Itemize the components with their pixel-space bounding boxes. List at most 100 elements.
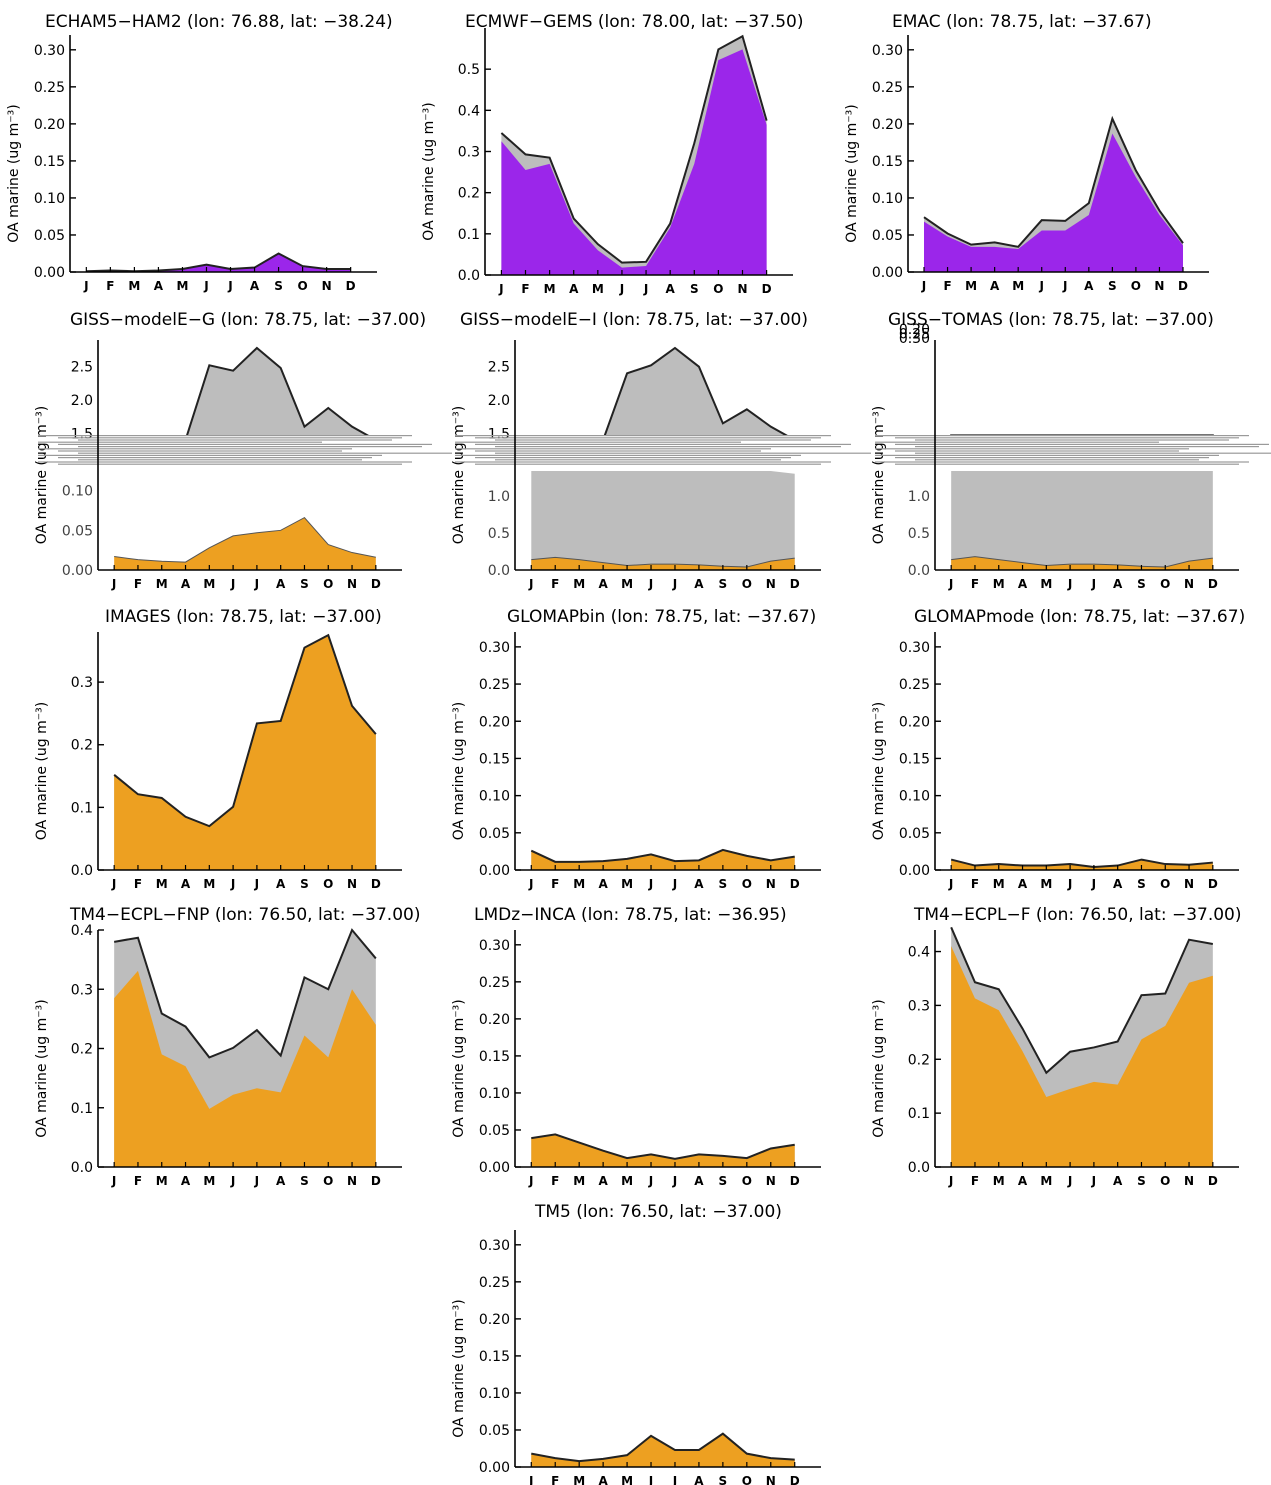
chart-title: GISS−modelE−G (lon: 78.75, lat: −37.00) — [70, 310, 426, 330]
x-tick-label: J — [643, 282, 648, 296]
y-tick-label: 0.30 — [479, 1238, 510, 1254]
total-outline — [950, 858, 1213, 869]
y-tick-label: 0.15 — [479, 1049, 510, 1065]
y-tick-label: 0.0 — [71, 1160, 93, 1176]
x-tick-label: J — [1067, 1174, 1072, 1188]
x-tick-label: A — [276, 877, 286, 891]
x-tick-label: J — [648, 577, 653, 591]
y-tick-label: 0.00 — [34, 265, 65, 281]
x-tick-label: N — [766, 877, 776, 891]
total-outline — [113, 633, 377, 828]
x-tick-label: A — [250, 279, 260, 293]
x-tick-label: J — [528, 877, 533, 891]
y-tick-label: 0.30 — [899, 640, 930, 656]
x-tick-label: F — [971, 1174, 979, 1188]
y-tick-label: 0.20 — [479, 714, 510, 730]
render-artifact — [78, 459, 362, 461]
render-artifact — [475, 437, 821, 439]
x-tick-label: O — [323, 1174, 333, 1188]
y-tick-label: 0.5 — [488, 526, 510, 542]
total-outline — [500, 34, 768, 264]
x-tick-label: J — [203, 279, 208, 293]
x-tick-label: A — [181, 1174, 191, 1188]
render-artifact — [455, 435, 831, 437]
x-tick-label: N — [347, 877, 357, 891]
x-tick-label: N — [766, 1174, 776, 1188]
x-tick-label: A — [1018, 877, 1028, 891]
x-tick-label: F — [106, 279, 114, 293]
y-tick-label: 0.00 — [899, 863, 930, 879]
y-tick-label: 0.05 — [34, 228, 65, 244]
y-tick-label: 2.5 — [71, 360, 93, 376]
x-tick-label: J — [672, 877, 677, 891]
render-artifact — [895, 457, 1209, 459]
x-tick-label: J — [948, 577, 953, 591]
render-artifact — [495, 452, 871, 454]
render-artifact — [495, 446, 841, 448]
x-tick-label: J — [672, 1474, 677, 1485]
render-artifact — [58, 437, 402, 439]
render-artifact — [58, 457, 372, 459]
total-outline — [950, 926, 1214, 1075]
x-tick-label: J — [254, 1174, 259, 1188]
render-artifact — [915, 452, 1271, 454]
y-tick-label: 0.0 — [458, 268, 480, 284]
render-artifact — [895, 437, 1239, 439]
x-tick-label: O — [713, 282, 723, 296]
x-tick-label: J — [948, 1174, 953, 1188]
x-tick-label: A — [1084, 279, 1094, 293]
chart-title: GISS−TOMAS (lon: 78.75, lat: −37.00) — [888, 310, 1214, 330]
x-tick-label: S — [719, 877, 728, 891]
x-tick-label: A — [1018, 1174, 1028, 1188]
x-tick-label: J — [254, 877, 259, 891]
marine-outline — [951, 556, 1213, 568]
x-tick-label: N — [1154, 279, 1164, 293]
y-tick-label: 0.2 — [908, 1052, 930, 1068]
render-artifact — [455, 441, 741, 443]
x-tick-label: S — [1137, 1174, 1146, 1188]
y-tick-label: 0.25 — [899, 677, 930, 693]
chart-panel-glomapbin-lon-78-75-lat-37-67: GLOMAPbin (lon: 78.75, lat: −37.67) OA ma… — [451, 607, 821, 891]
x-tick-label: D — [790, 1474, 800, 1485]
x-tick-label: M — [592, 282, 604, 296]
render-artifact — [455, 461, 831, 463]
y-tick-label: 0.1 — [71, 800, 93, 816]
y-tick-label: 0.10 — [479, 789, 510, 805]
x-tick-label: A — [598, 877, 608, 891]
x-tick-label: J — [230, 577, 235, 591]
x-tick-label: N — [766, 577, 776, 591]
chart-title: LMDz−INCA (lon: 78.75, lat: −36.95) — [474, 905, 787, 925]
render-artifact — [915, 459, 1199, 461]
x-tick-label: M — [621, 577, 633, 591]
render-artifact — [895, 443, 1269, 445]
y-tick-label: 0.2 — [71, 1042, 93, 1058]
y-tick-label: 0.10 — [62, 484, 93, 500]
x-tick-label: J — [227, 279, 232, 293]
y-tick-label: 0.00 — [479, 863, 510, 879]
y-tick-label: 0.05 — [899, 826, 930, 842]
chart-panel-emac-lon-78-75-lat-37-67: EMAC (lon: 78.75, lat: −37.67) OA marine … — [844, 12, 1209, 293]
y-axis-label: OA marine (ug m⁻³) — [421, 102, 437, 240]
x-tick-label: M — [176, 279, 188, 293]
x-tick-label: M — [965, 279, 977, 293]
chart-title: GLOMAPmode (lon: 78.75, lat: −37.67) — [914, 607, 1245, 627]
x-tick-label: M — [203, 1174, 215, 1188]
x-tick-label: M — [621, 1174, 633, 1188]
x-tick-label: S — [274, 279, 283, 293]
render-artifact — [915, 446, 1259, 448]
total-area-upper — [186, 346, 369, 435]
total-outline — [86, 252, 351, 273]
x-tick-label: D — [790, 877, 800, 891]
y-tick-label: 0.05 — [62, 523, 93, 539]
x-tick-label: O — [742, 877, 752, 891]
x-tick-label: M — [203, 577, 215, 591]
render-artifact — [58, 463, 402, 465]
y-axis-label: OA marine (ug m⁻³) — [34, 999, 50, 1137]
x-tick-label: M — [621, 877, 633, 891]
x-tick-label: O — [323, 877, 333, 891]
x-tick-label: A — [1113, 1174, 1123, 1188]
render-artifact — [38, 435, 412, 437]
render-artifact — [875, 448, 1189, 450]
y-tick-label: 0.30 — [479, 640, 510, 656]
